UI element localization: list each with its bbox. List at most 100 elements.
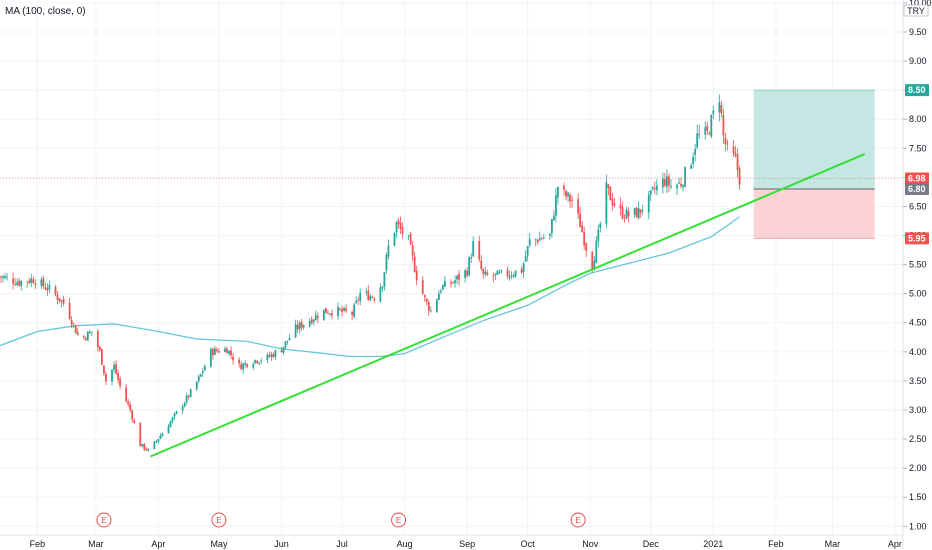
candle bbox=[4, 273, 6, 280]
candle-body bbox=[482, 268, 485, 275]
candle bbox=[512, 272, 515, 279]
candle-body bbox=[647, 194, 650, 213]
candle-body bbox=[98, 346, 101, 351]
candle-body bbox=[62, 299, 65, 304]
candle bbox=[185, 392, 188, 406]
candle bbox=[294, 319, 297, 339]
candle-body bbox=[337, 306, 339, 317]
candle bbox=[492, 272, 495, 283]
candle-body bbox=[534, 239, 537, 241]
candle bbox=[696, 124, 699, 150]
candle-body bbox=[56, 294, 59, 300]
candle bbox=[415, 265, 418, 286]
y-tick-label: 5.00 bbox=[909, 289, 927, 299]
long-position-tool[interactable] bbox=[753, 89, 875, 239]
candle bbox=[252, 361, 255, 370]
candle bbox=[565, 189, 567, 201]
candle-body bbox=[143, 443, 146, 450]
candle bbox=[314, 310, 317, 321]
candle-body bbox=[284, 341, 287, 348]
x-tick-label: Jul bbox=[336, 539, 348, 549]
candle-body bbox=[425, 298, 428, 302]
candle-body bbox=[635, 207, 638, 218]
candle bbox=[189, 388, 192, 398]
candle-body bbox=[637, 208, 640, 219]
candle bbox=[169, 420, 172, 428]
candle bbox=[105, 371, 107, 386]
candle-body bbox=[583, 231, 586, 246]
price-badge-bg bbox=[905, 182, 929, 195]
candle-body bbox=[331, 313, 333, 316]
candle-body bbox=[415, 270, 418, 281]
candle bbox=[12, 272, 15, 290]
candle-body bbox=[147, 449, 150, 451]
candle bbox=[423, 294, 426, 302]
trendline[interactable] bbox=[149, 153, 866, 458]
candle-body bbox=[48, 285, 51, 290]
indicator-legend[interactable]: MA (100, close, 0) bbox=[5, 6, 86, 17]
candle bbox=[639, 209, 642, 218]
candle bbox=[34, 279, 37, 290]
candle bbox=[555, 187, 557, 223]
candle bbox=[692, 152, 695, 169]
candle bbox=[427, 299, 430, 316]
candle bbox=[710, 113, 713, 139]
candle-body bbox=[500, 270, 503, 272]
candle bbox=[224, 346, 226, 353]
candle bbox=[571, 195, 573, 209]
candle bbox=[228, 350, 230, 356]
candle bbox=[48, 280, 51, 294]
candle bbox=[661, 172, 664, 194]
candle-body bbox=[369, 296, 372, 301]
time-axis[interactable]: Feb Mar Apr May Jun Jul Aug Sep Oct Nov Dec 2021 Feb… bbox=[30, 539, 902, 549]
candle-body bbox=[216, 349, 218, 352]
candle bbox=[218, 348, 220, 354]
candle bbox=[246, 363, 249, 369]
earnings-marker[interactable]: E bbox=[96, 512, 112, 528]
candle bbox=[367, 284, 370, 301]
earnings-marker[interactable]: E bbox=[391, 512, 407, 528]
y-tick-label: 2.00 bbox=[909, 463, 927, 473]
candle bbox=[557, 186, 559, 205]
y-tick-label: 8.00 bbox=[909, 114, 927, 124]
support-trendline[interactable] bbox=[149, 153, 866, 458]
candle bbox=[379, 283, 382, 303]
candle bbox=[216, 347, 218, 353]
earnings-marker[interactable]: E bbox=[570, 512, 586, 528]
candle-body bbox=[282, 346, 285, 353]
candle-body bbox=[127, 401, 130, 405]
candle bbox=[254, 359, 257, 365]
candle-body bbox=[119, 378, 121, 387]
candle-body bbox=[84, 337, 87, 340]
candle-body bbox=[244, 363, 247, 365]
candle bbox=[684, 166, 686, 188]
candle bbox=[88, 329, 91, 334]
x-tick-label: Feb bbox=[768, 539, 784, 549]
candle-body bbox=[718, 102, 721, 113]
candle-body bbox=[88, 331, 91, 334]
candle-body bbox=[155, 440, 158, 442]
candle-body bbox=[712, 110, 715, 115]
candle bbox=[175, 410, 178, 415]
candle bbox=[484, 266, 487, 277]
candle bbox=[470, 252, 473, 264]
candle bbox=[268, 351, 271, 358]
candle bbox=[738, 165, 741, 190]
candle-body bbox=[201, 371, 204, 374]
candle-body bbox=[82, 336, 85, 338]
candle-body bbox=[393, 232, 396, 246]
candle-body bbox=[58, 298, 61, 302]
earnings-marker[interactable]: E bbox=[211, 512, 227, 528]
candle-body bbox=[105, 373, 107, 382]
target-zone[interactable] bbox=[753, 90, 875, 189]
candle bbox=[371, 295, 374, 299]
stop-zone[interactable] bbox=[753, 188, 875, 239]
candle bbox=[595, 236, 598, 264]
candle-body bbox=[512, 275, 515, 277]
candle-body bbox=[708, 132, 711, 135]
candle-body bbox=[280, 350, 283, 353]
candle bbox=[341, 305, 343, 317]
